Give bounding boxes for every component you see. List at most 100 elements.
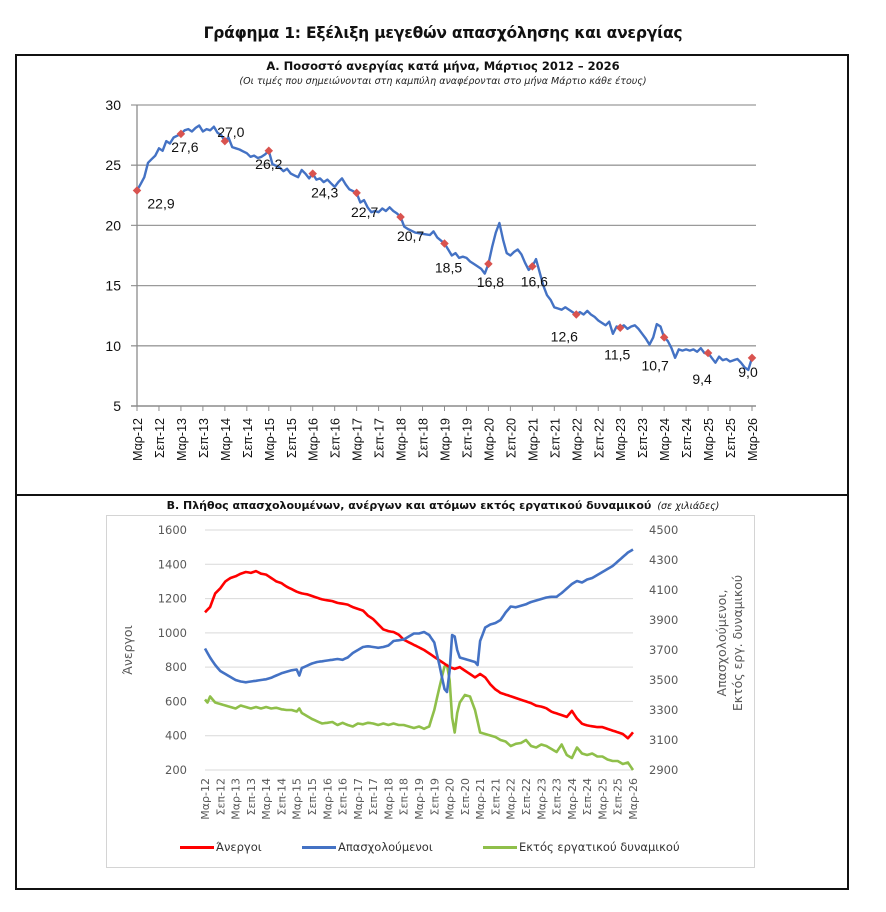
y-tick-label-right: 3500 <box>649 673 678 687</box>
chart-b-title: Β. Πλήθος απασχολουμένων, ανέργων και ατ… <box>166 499 652 512</box>
legend-swatch-unemployed <box>180 845 214 849</box>
y-tick-label: 15 <box>105 278 121 294</box>
y-tick-label-left: 1400 <box>158 557 187 571</box>
x-tick-label: Σεπ-22 <box>520 778 533 816</box>
panel-divider <box>15 494 847 496</box>
x-tick-label: Μαρ-26 <box>627 778 640 820</box>
x-tick-label: Μαρ-18 <box>395 418 409 461</box>
x-tick-label: Μαρ-20 <box>444 778 457 820</box>
march-marker <box>747 353 757 363</box>
x-tick-label: Σεπ-15 <box>306 778 319 816</box>
data-label: 27,0 <box>217 124 244 140</box>
x-tick-label: Σεπ-21 <box>548 418 562 458</box>
y-tick-label-left: 200 <box>165 763 187 777</box>
x-tick-label: Σεπ-14 <box>275 778 288 816</box>
x-tick-label: Σεπ-12 <box>153 418 167 458</box>
legend-item-outside-labour-force: Εκτός εργατικού δυναμικού <box>483 840 680 854</box>
x-tick-label: Μαρ-16 <box>321 778 334 820</box>
y-tick-label-right: 4300 <box>649 553 678 567</box>
data-label: 22,7 <box>351 204 378 220</box>
data-label: 27,6 <box>171 139 198 155</box>
legend-label-unemployed: Άνεργοι <box>216 840 262 854</box>
y-tick-label: 5 <box>113 398 121 414</box>
x-tick-label: Μαρ-18 <box>382 778 395 820</box>
chart-b-unit-note: (σε χιλιάδες) <box>657 501 720 512</box>
x-tick-label: Σεπ-16 <box>337 778 350 816</box>
data-label: 26,2 <box>255 156 282 172</box>
y-tick-label-right: 4500 <box>649 523 678 537</box>
march-marker <box>440 239 449 248</box>
x-tick-label: Μαρ-21 <box>526 418 540 461</box>
x-tick-label: Μαρ-26 <box>746 418 760 461</box>
x-tick-label: Σεπ-18 <box>398 778 411 816</box>
y-tick-label: 30 <box>105 97 121 113</box>
data-label: 24,3 <box>311 185 338 201</box>
x-tick-label: Μαρ-19 <box>439 418 453 461</box>
x-tick-label: Μαρ-17 <box>351 418 365 461</box>
march-marker <box>528 262 537 271</box>
x-tick-label: Σεπ-22 <box>592 418 606 458</box>
legend-item-unemployed: Άνεργοι <box>180 840 262 854</box>
march-marker <box>659 333 669 342</box>
march-marker <box>484 259 493 269</box>
x-tick-label: Μαρ-13 <box>175 418 189 461</box>
data-label: 22,9 <box>147 195 174 211</box>
y-tick-label-right: 4100 <box>649 583 678 597</box>
x-tick-label: Μαρ-15 <box>291 778 304 820</box>
x-tick-label: Μαρ-13 <box>230 778 243 820</box>
main-title: Γράφημα 1: Εξέλιξη μεγεθών απασχόλησης κ… <box>203 24 683 42</box>
chart-a-subtitle: (Οι τιμές που σημειώνονται στη καμπύλη α… <box>239 76 647 87</box>
x-tick-label: Σεπ-13 <box>197 418 211 458</box>
data-label: 9,4 <box>692 371 712 387</box>
y-tick-label-left: 600 <box>165 694 187 708</box>
x-tick-label: Μαρ-22 <box>505 778 518 820</box>
chart-b-area-border <box>106 515 755 868</box>
y-tick-label-right: 3900 <box>649 613 678 627</box>
x-tick-label: Σεπ-20 <box>504 418 518 458</box>
x-tick-label: Σεπ-20 <box>459 778 472 816</box>
x-tick-label: Μαρ-25 <box>702 418 716 461</box>
x-tick-label: Μαρ-14 <box>260 778 273 820</box>
outside-labour-force-line <box>204 663 635 771</box>
x-tick-label: Μαρ-23 <box>535 778 548 820</box>
march-marker <box>264 146 274 155</box>
legend-item-employed: Απασχολούμενοι <box>302 840 433 854</box>
data-label: 10,7 <box>642 357 669 373</box>
legend-label-employed: Απασχολούμενοι <box>338 840 433 854</box>
march-marker <box>132 186 142 195</box>
legend-swatch-employed <box>302 845 336 849</box>
y-tick-label-left: 1200 <box>158 592 187 606</box>
x-tick-label: Μαρ-22 <box>570 418 584 461</box>
x-tick-label: Μαρ-12 <box>199 778 212 820</box>
march-marker <box>176 129 186 139</box>
data-label: 9,0 <box>738 364 758 380</box>
figure-frame <box>15 54 849 890</box>
x-tick-label: Μαρ-19 <box>413 778 426 820</box>
x-tick-label: Μαρ-15 <box>263 418 277 461</box>
y-tick-label-left: 1600 <box>158 523 187 537</box>
y-tick-label: 20 <box>105 217 121 233</box>
x-tick-label: Σεπ-25 <box>724 418 738 458</box>
x-tick-label: Σεπ-17 <box>373 418 387 458</box>
x-tick-label: Σεπ-13 <box>245 778 258 816</box>
employed-line <box>203 548 634 694</box>
x-tick-label: Σεπ-18 <box>417 418 431 458</box>
x-tick-label: Μαρ-17 <box>352 778 365 820</box>
x-tick-label: Σεπ-21 <box>489 778 502 816</box>
x-tick-label: Μαρ-16 <box>307 418 321 461</box>
x-tick-label: Σεπ-23 <box>636 418 650 458</box>
legend-label-outside-labour-force: Εκτός εργατικού δυναμικού <box>519 840 680 854</box>
x-tick-label: Μαρ-12 <box>131 418 145 461</box>
x-tick-label: Σεπ-15 <box>285 418 299 458</box>
unemployed-line <box>204 569 634 740</box>
data-label: 16,8 <box>477 274 504 290</box>
x-tick-label: Σεπ-23 <box>551 778 564 816</box>
x-tick-label: Σεπ-17 <box>367 778 380 816</box>
x-tick-label: Μαρ-25 <box>596 778 609 820</box>
x-tick-label: Μαρ-20 <box>482 418 496 461</box>
x-tick-label: Μαρ-24 <box>566 778 579 820</box>
march-marker <box>396 212 405 222</box>
data-label: 16,6 <box>521 273 548 289</box>
